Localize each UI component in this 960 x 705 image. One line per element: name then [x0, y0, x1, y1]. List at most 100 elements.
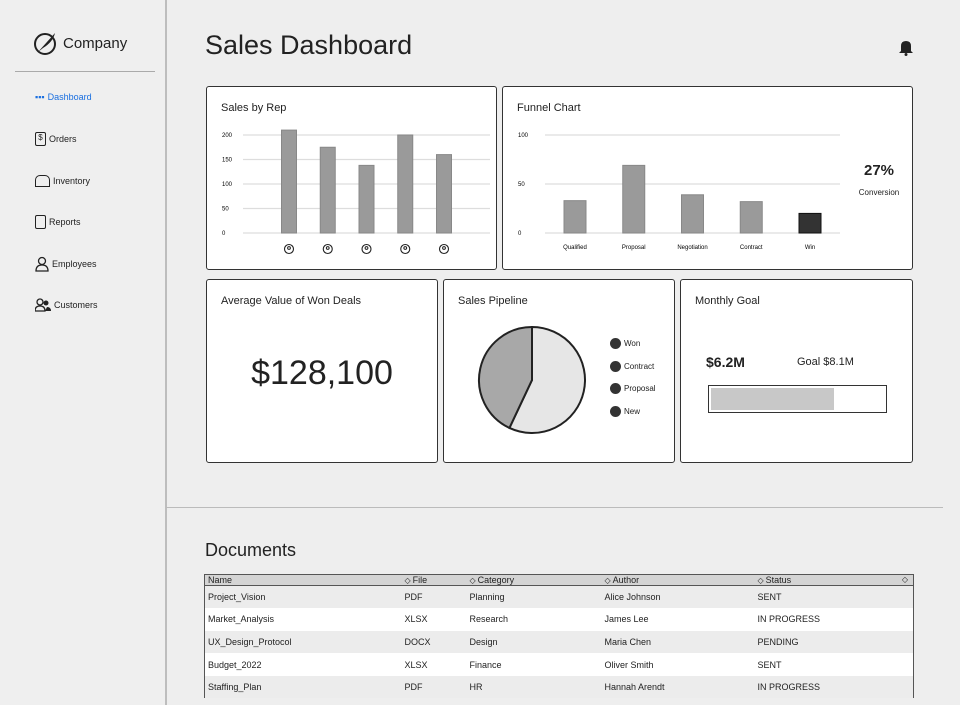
grid-icon: ▪▪▪ [35, 92, 45, 102]
average-won-deals-card: Average Value of Won Deals $128,100 [206, 279, 438, 463]
table-row[interactable]: UX_Design_Protocol DOCX Design Maria Chen PE… [204, 630, 914, 654]
warehouse-icon [35, 175, 50, 187]
documents-table: Name ◇ File ◇ Category ◇ Author ◇ Status ◇ Pr… [204, 574, 914, 699]
card-title: Monthly Goal [695, 295, 760, 307]
legend-item-won: Won [610, 338, 640, 349]
header-label: File [412, 575, 428, 585]
y-tick-label: 150 [222, 158, 233, 164]
bar-contract [739, 201, 763, 234]
company-logo[interactable]: Company [33, 30, 127, 56]
pie-slice-won [508, 325, 586, 434]
table-cell: James Lee [601, 608, 755, 631]
avatar-ring [438, 243, 450, 255]
bar-qualified [563, 200, 587, 234]
conversion-value: 27% [863, 162, 895, 179]
header-label: Category [477, 575, 515, 585]
avatar-ring [283, 243, 295, 255]
sort-icon[interactable]: ◇ [757, 576, 764, 585]
pipeline-pie-chart [478, 325, 586, 434]
average-value: $128,100 [251, 354, 393, 392]
x-tick-label: Negotiation [677, 245, 707, 251]
bar-rep-2 [319, 146, 336, 234]
company-name: Company [63, 34, 128, 52]
table-row[interactable]: Market_Analysis XLSX Research James Lee IN P… [204, 608, 914, 631]
sidebar-item-label: Customers [54, 300, 98, 310]
bell-icon[interactable] [898, 39, 914, 56]
x-tick-label: Qualified [563, 245, 587, 251]
goal-current: $6.2M [706, 354, 745, 370]
page-title: Sales Dashboard [205, 30, 413, 60]
goal-target: Goal $8.1M [797, 356, 854, 368]
x-tick-label: Proposal [622, 245, 646, 251]
sort-icon[interactable]: ◇ [604, 576, 611, 585]
table-cell: Project_Vision [204, 585, 402, 609]
sidebar-item-label: Dashboard [47, 92, 92, 102]
table-cell: XLSX [401, 653, 467, 676]
y-tick-label: 50 [518, 182, 525, 188]
table-row[interactable]: Project_Vision PDF Planning Alice Johnson SE… [204, 585, 914, 609]
table-cell: Market_Analysis [204, 608, 402, 631]
sort-icon[interactable]: ◇ [404, 576, 411, 585]
sort-icon[interactable]: ◇ [901, 575, 908, 584]
sidebar-item-customers[interactable]: Customers [35, 298, 98, 312]
sidebar-item-dashboard[interactable]: ▪▪▪ Dashboard [35, 92, 92, 102]
table-cell: Maria Chen [601, 630, 755, 654]
y-tick-label: 100 [222, 182, 233, 188]
sidebar-item-label: Inventory [53, 176, 91, 186]
legend-label: New [624, 407, 641, 416]
table-cell: PDF [401, 675, 467, 699]
table-cell: HR [466, 675, 602, 699]
goal-progress-fill [711, 388, 834, 410]
sort-icon[interactable]: ◇ [469, 576, 476, 585]
table-cell: Staffing_Plan [204, 675, 402, 699]
legend-item-proposal: Proposal [610, 383, 656, 394]
table-cell: Budget_2022 [204, 653, 402, 676]
avatar-ring [400, 243, 411, 255]
table-row[interactable]: Staffing_Plan PDF HR Hannah Arendt IN PROGRE… [204, 675, 914, 699]
sidebar-item-orders[interactable]: $ Orders [35, 132, 77, 146]
conversion-label: Conversion [858, 188, 900, 197]
legend-label: Contract [624, 362, 655, 371]
sales-by-rep-card: Sales by Rep 0 50 100 150 200 [206, 86, 497, 270]
legend-dot [610, 361, 621, 372]
avatar-head [442, 246, 446, 250]
sidebar-item-reports[interactable]: Reports [35, 215, 81, 229]
report-icon [35, 215, 46, 229]
sales-pipeline-card: Sales Pipeline Won Contract Proposal New [443, 279, 675, 463]
column-header-author[interactable]: ◇ Author [601, 574, 755, 586]
sidebar-item-inventory[interactable]: Inventory [35, 175, 90, 187]
bar-rep-5 [436, 154, 452, 234]
legend-dot [610, 338, 621, 349]
rep-avatar-icon [361, 243, 372, 255]
card-title: Sales by Rep [221, 102, 287, 114]
sidebar-item-employees[interactable]: Employees [35, 256, 97, 272]
table-cell: UX_Design_Protocol [204, 630, 402, 654]
bar-rep-1 [281, 129, 297, 234]
logo-icon [34, 33, 56, 55]
column-header-category[interactable]: ◇ Category [466, 574, 602, 586]
table-cell: SENT [754, 653, 914, 676]
table-cell: SENT [754, 585, 914, 609]
sales-by-rep-chart: 0 50 100 150 200 [222, 129, 490, 255]
table-cell: Design [466, 630, 602, 654]
legend-item-contract: Contract [610, 361, 654, 372]
column-header-status[interactable]: ◇ Status ◇ [754, 574, 914, 586]
y-tick-label: 0 [222, 231, 226, 237]
sidebar-item-label: Orders [49, 134, 77, 144]
funnel-chart-card: Funnel Chart 0 50 100 Qualified Proposal Nego… [502, 86, 913, 270]
table-cell: PENDING [754, 630, 914, 654]
bar-rep-4 [397, 134, 414, 234]
legend-label: Won [624, 339, 641, 348]
column-header-name[interactable]: Name [204, 574, 402, 586]
legend-label: Proposal [624, 384, 656, 393]
table-row[interactable]: Budget_2022 XLSX Finance Oliver Smith SENT [204, 653, 914, 676]
table-cell: Finance [466, 653, 602, 676]
sidebar: Company ▪▪▪ Dashboard $ Orders Inventory R… [0, 0, 167, 705]
avatar-head [287, 246, 291, 250]
column-header-file[interactable]: ◇ File [401, 574, 467, 586]
avatar-ring [322, 243, 333, 255]
section-divider [166, 507, 943, 508]
documents-title: Documents [205, 540, 297, 560]
y-tick-label: 100 [518, 133, 529, 139]
table-cell: Hannah Arendt [601, 675, 755, 699]
